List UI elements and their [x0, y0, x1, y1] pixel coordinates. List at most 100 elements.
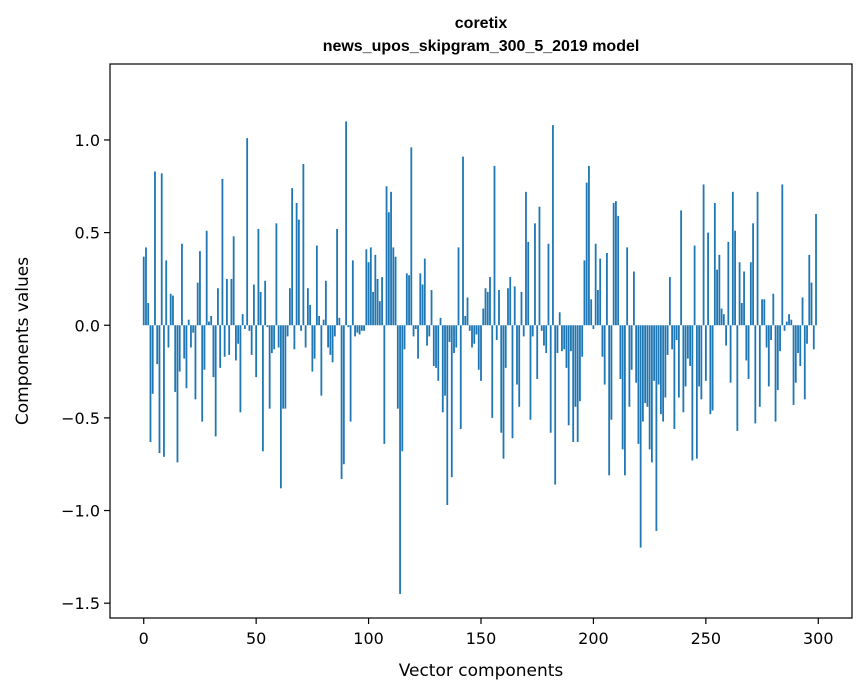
bar-221	[639, 325, 642, 548]
bar-158	[498, 290, 500, 326]
bar-149	[477, 325, 480, 370]
bar-21	[190, 325, 192, 348]
bar-243	[689, 325, 692, 367]
y-axis-label: Components values	[13, 257, 33, 425]
bar-190	[570, 325, 572, 352]
bar-231	[662, 325, 665, 422]
bar-136	[448, 325, 451, 342]
bar-70	[300, 325, 303, 331]
bar-62	[282, 325, 285, 409]
bar-232	[664, 325, 667, 398]
bar-85	[333, 325, 336, 337]
bar-26	[201, 325, 204, 422]
bar-4	[151, 325, 154, 394]
bar-172	[529, 325, 532, 420]
bar-111	[392, 247, 395, 326]
bar-69	[297, 219, 300, 326]
bars-group	[142, 121, 817, 594]
bar-178	[543, 325, 545, 346]
bar-272	[754, 325, 757, 424]
bar-46	[246, 138, 249, 326]
bar-293	[801, 297, 804, 326]
x-axis: 0 50 100 150 200 250 300	[139, 618, 834, 648]
bar-219	[635, 325, 638, 383]
bar-166	[516, 325, 518, 385]
bar-107	[383, 325, 386, 444]
bar-214	[624, 325, 626, 476]
bar-38	[228, 325, 231, 355]
bar-273	[756, 191, 759, 326]
bar-66	[291, 188, 294, 326]
bar-52	[259, 291, 262, 326]
bar-122	[417, 325, 419, 359]
bar-241	[684, 325, 687, 387]
bar-76	[313, 325, 316, 359]
bar-43	[239, 325, 242, 413]
bar-280	[772, 293, 775, 326]
bar-143	[464, 315, 467, 326]
bar-207	[608, 325, 611, 476]
bar-267	[743, 271, 745, 326]
bar-74	[309, 304, 312, 326]
bar-222	[641, 325, 644, 422]
bar-236	[673, 325, 676, 430]
bar-211	[617, 215, 620, 326]
bar-248	[700, 325, 703, 400]
bar-226	[650, 325, 653, 463]
bar-17	[181, 243, 183, 326]
bar-156	[493, 165, 496, 326]
bar-64	[286, 325, 289, 337]
bar-275	[761, 299, 763, 326]
bar-49	[253, 284, 255, 326]
bar-79	[320, 325, 323, 396]
bar-126	[426, 325, 428, 346]
bar-97	[360, 325, 363, 331]
bar-220	[637, 325, 640, 444]
bar-296	[808, 254, 811, 326]
bar-209	[612, 202, 615, 326]
bar-32	[214, 325, 217, 437]
bar-81	[324, 280, 327, 326]
bar-278	[767, 325, 770, 387]
bar-282	[776, 325, 779, 391]
bar-108	[385, 186, 388, 326]
bar-202	[597, 290, 599, 326]
bar-3	[149, 325, 152, 442]
bar-164	[511, 325, 514, 439]
bar-185	[558, 312, 561, 326]
bar-47	[248, 325, 251, 331]
bar-109	[387, 212, 390, 326]
bar-250	[704, 325, 707, 381]
bar-223	[644, 325, 647, 404]
bar-147	[473, 325, 476, 344]
bar-197	[585, 182, 588, 326]
bar-34	[219, 325, 222, 368]
bar-215	[626, 247, 629, 326]
bar-42	[237, 325, 240, 344]
bar-30	[210, 315, 213, 326]
bar-265	[738, 262, 741, 326]
bar-224	[646, 325, 649, 407]
bar-29	[208, 321, 210, 326]
bar-57	[270, 325, 273, 354]
bar-141	[459, 325, 462, 430]
bar-247	[698, 325, 700, 387]
x-tick-label: 150	[466, 629, 497, 648]
bar-130	[435, 325, 437, 368]
bar-27	[203, 325, 206, 370]
bar-86	[336, 228, 338, 326]
bar-233	[666, 325, 669, 355]
bar-139	[455, 325, 458, 348]
bar-181	[549, 325, 552, 433]
bar-186	[561, 325, 563, 352]
bar-249	[702, 184, 705, 326]
bar-239	[680, 210, 683, 326]
bar-270	[749, 262, 752, 326]
bar-144	[466, 297, 469, 326]
bar-77	[315, 245, 318, 326]
bar-291	[797, 325, 799, 354]
bar-11	[167, 325, 170, 348]
bar-285	[783, 325, 786, 331]
bar-51	[257, 228, 260, 326]
bar-257	[720, 308, 723, 326]
